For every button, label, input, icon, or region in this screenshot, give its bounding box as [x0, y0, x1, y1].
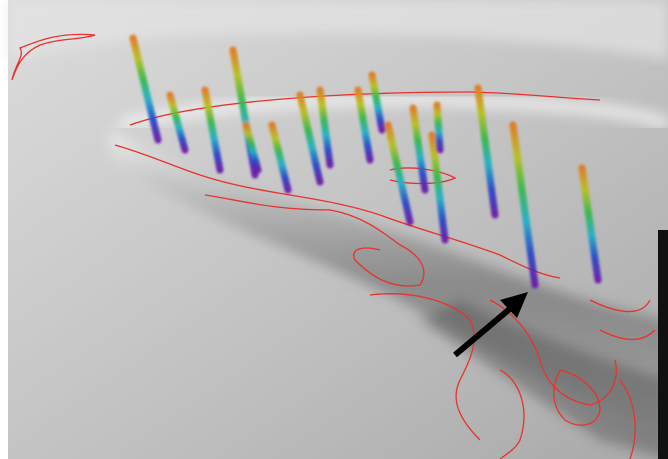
contour — [589, 299, 656, 459]
plume — [578, 164, 602, 284]
plume — [129, 34, 162, 144]
contours — [11, 33, 656, 459]
plume — [433, 101, 444, 154]
plume — [409, 104, 429, 194]
edge-bar — [658, 230, 668, 459]
terrace — [8, 0, 668, 60]
contour — [499, 369, 601, 459]
contour — [11, 33, 96, 81]
plume — [368, 71, 386, 134]
contour — [389, 167, 457, 185]
plume — [268, 121, 292, 194]
plumes — [129, 34, 602, 289]
arrow — [453, 292, 528, 358]
contour — [204, 194, 425, 287]
plume — [316, 86, 334, 169]
plume — [509, 121, 539, 289]
contour — [369, 293, 617, 441]
plume — [166, 91, 189, 154]
contour — [129, 91, 601, 126]
plume — [474, 84, 499, 219]
arrow-head — [500, 292, 528, 318]
plume — [354, 86, 374, 164]
plume — [296, 91, 324, 186]
plume — [201, 86, 224, 174]
contour — [114, 144, 561, 279]
plume — [428, 131, 449, 244]
plume — [384, 121, 414, 226]
shadow — [420, 300, 668, 459]
arrow-shaft — [453, 304, 514, 358]
plume — [242, 121, 262, 174]
ridge-crest — [118, 92, 668, 132]
